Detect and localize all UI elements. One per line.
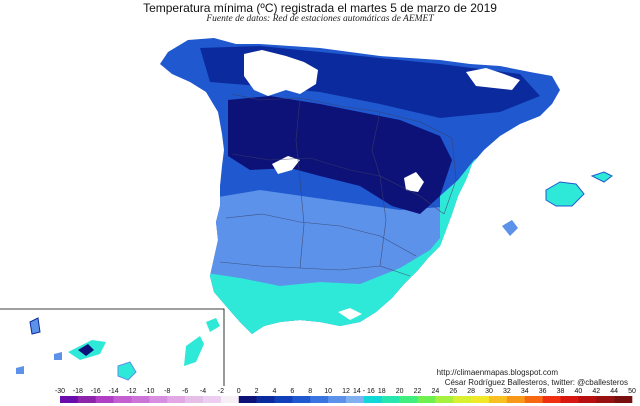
legend-swatch — [381, 396, 400, 403]
legend-swatch — [60, 396, 79, 403]
tenerife-teide — [78, 344, 94, 356]
island-ibiza — [502, 220, 518, 236]
legend-label: 4 — [273, 388, 277, 395]
legend-label: 18 — [378, 388, 386, 395]
legend-label: 2 — [255, 388, 259, 395]
legend-label: -16 — [91, 388, 101, 395]
island-la-gomera — [54, 352, 62, 360]
snow-central-system — [272, 156, 300, 174]
island-menorca — [590, 171, 613, 183]
legend-swatch — [292, 396, 311, 403]
legend-swatch — [560, 396, 579, 403]
peninsula — [160, 38, 560, 334]
legend-swatch — [274, 396, 293, 403]
legend-swatch — [489, 396, 508, 403]
legend-swatch — [203, 396, 222, 403]
map-title: Temperatura mínima (ºC) registrada el ma… — [143, 1, 497, 15]
legend-label: 22 — [414, 388, 422, 395]
legend-swatch — [77, 396, 97, 403]
legend-label: -6 — [182, 388, 188, 395]
legend-label: 24 — [431, 388, 439, 395]
legend-swatch — [417, 396, 436, 403]
legend-label: -4 — [200, 388, 206, 395]
legend-label: -30 — [55, 388, 65, 395]
legend-swatch — [471, 396, 490, 403]
legend-label: 28 — [467, 388, 475, 395]
legend-swatch — [453, 396, 472, 403]
legend-label: 26 — [449, 388, 457, 395]
regional-borders — [219, 93, 457, 277]
legend-label: 50 — [628, 388, 636, 395]
legend-label: 30 — [485, 388, 493, 395]
legend-label: 20 — [396, 388, 404, 395]
legend-label: 36 — [539, 388, 547, 395]
legend-swatch — [346, 396, 365, 403]
legend-swatch — [95, 396, 114, 403]
legend-swatch — [113, 396, 132, 403]
credit-url: http://climaenmapas.blogspot.com — [436, 368, 558, 377]
legend-label: -18 — [73, 388, 83, 395]
island-el-hierro — [16, 366, 24, 374]
legend-label: 38 — [557, 388, 565, 395]
balearic-islands — [502, 171, 613, 236]
legend-label: 6 — [290, 388, 294, 395]
legend-label: 42 — [592, 388, 600, 395]
inset-frame — [0, 308, 225, 386]
island-lanzarote — [206, 318, 220, 332]
legend-swatch — [238, 396, 257, 403]
legend-label: 32 — [503, 388, 511, 395]
legend-label: 12 — [342, 388, 350, 395]
legend-label: 34 — [521, 388, 529, 395]
legend-swatch — [131, 396, 150, 403]
legend-swatch — [185, 396, 204, 403]
legend-swatch — [524, 396, 543, 403]
legend-label: 8 — [308, 388, 312, 395]
legend-swatch — [542, 396, 561, 403]
island-mallorca — [545, 181, 585, 207]
legend-swatch — [310, 396, 329, 403]
legend-swatch — [578, 396, 597, 403]
map-subtitle: Fuente de datos: Red de estaciones autom… — [206, 14, 434, 24]
legend-swatch — [363, 396, 383, 403]
legend-label: -8 — [164, 388, 170, 395]
snow-pyrenees — [466, 68, 520, 90]
snow-sierra-nevada — [338, 308, 362, 320]
island-fuerteventura — [184, 336, 204, 366]
legend-swatch — [596, 396, 615, 403]
legend-swatch — [256, 396, 275, 403]
credit-author: César Rodríguez Ballesteros, twitter: @c… — [444, 378, 628, 387]
legend-label: -2 — [218, 388, 224, 395]
legend-swatch — [167, 396, 186, 403]
legend-label: -10 — [144, 388, 154, 395]
legend-swatch — [328, 396, 347, 403]
legend-swatch — [220, 396, 240, 403]
island-gran-canaria — [117, 361, 137, 381]
island-la-palma — [29, 317, 41, 335]
snow-iberian-system — [404, 172, 424, 192]
legend-label: -12 — [126, 388, 136, 395]
legend-swatch — [149, 396, 168, 403]
legend-swatch — [435, 396, 454, 403]
legend-label: -14 — [109, 388, 119, 395]
canary-islands-inset — [0, 308, 225, 386]
legend-label: 44 — [610, 388, 618, 395]
color-legend: -30 -18 -16 -14 -12 -10 -8 -6 -4 -2 0 2 4 6 8 10 12 14 - … — [55, 388, 636, 403]
legend-label: 40 — [574, 388, 582, 395]
zone-deep-cold-north — [228, 96, 452, 214]
snow-cantabrian-range — [244, 50, 318, 96]
legend-swatch — [614, 396, 633, 403]
legend-swatch — [399, 396, 418, 403]
legend-label: 0 — [237, 388, 241, 395]
legend-label: 10 — [324, 388, 332, 395]
legend-swatch — [506, 396, 526, 403]
legend-label: 14 - 16 — [353, 388, 375, 395]
